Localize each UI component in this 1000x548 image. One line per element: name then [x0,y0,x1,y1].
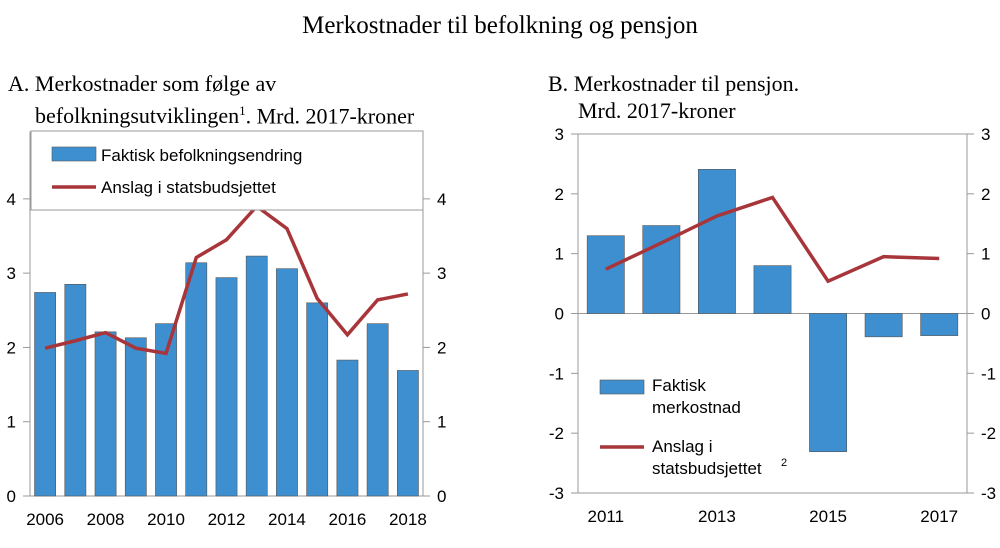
series-line [44,203,409,356]
y-tick-label-right: 3 [981,125,990,144]
bar [215,277,238,497]
bar [920,313,959,336]
bar [809,313,847,453]
x-tick-label: 2013 [698,507,736,526]
y-tick-label-left: -3 [549,484,564,503]
y-tick-label-left: 2 [555,185,564,204]
bar [366,323,389,497]
legend-label: Faktisk befolkningsendring [101,146,302,165]
y-tick-label-left: 0 [555,305,564,324]
x-tick-label: 2012 [208,510,246,529]
y-tick-label-left: 1 [555,245,564,264]
bar [586,235,625,314]
bar [64,283,87,497]
bar [245,255,268,497]
legend-bar-swatch [51,146,97,162]
y-tick-label-right: 2 [437,338,446,357]
legend-box [30,130,424,211]
bar [276,268,298,497]
panel-a-title: A. Merkostnader som følge av befolknings… [8,71,415,129]
y-tick-label-right: 0 [981,305,990,324]
bar [642,225,681,314]
bar [34,292,56,497]
bar [306,302,329,497]
y-tick-label-left: 1 [7,413,16,432]
bar [753,265,792,314]
legend-label: Anslag i [652,437,712,456]
y-tick-label-right: -1 [981,364,996,383]
legend-bar-swatch [599,379,645,395]
y-tick-label-right: -3 [981,484,996,503]
bar [336,359,359,497]
x-tick-label: 2008 [87,510,125,529]
y-tick-label-right: 4 [437,190,446,209]
legend-footnote: 2 [781,457,787,469]
legend-label: merkostnad [652,398,741,417]
x-tick-label: 2017 [920,507,958,526]
bar [864,313,903,338]
y-tick-label-left: -1 [549,364,564,383]
y-tick-label-right: 0 [437,487,446,506]
legend-label: Anslag i statsbudsjettet [101,178,276,197]
y-tick-label-left: 4 [7,190,16,209]
y-tick-label-right: 3 [437,264,446,283]
bar [124,337,147,497]
bar [94,331,117,497]
x-tick-label: 2018 [389,510,427,529]
figure-title: Merkostnader til befolkning og pensjon [302,12,698,39]
legend-label: Faktisk [652,376,706,395]
y-tick-label-right: 2 [981,185,990,204]
y-tick-label-right: -2 [981,424,996,443]
y-tick-label-right: 1 [437,413,446,432]
x-tick-label: 2010 [147,510,185,529]
bar [397,370,419,497]
legend-label: statsbudsjettet [652,459,762,478]
y-tick-label-right: 1 [981,245,990,264]
panel-b-title: B. Merkostnader til pensjon. Mrd. 2017-k… [548,71,800,123]
y-tick-label-left: 3 [7,264,16,283]
x-tick-label: 2011 [588,507,625,526]
x-tick-label: 2014 [268,510,306,529]
x-tick-label: 2016 [329,510,367,529]
y-tick-label-left: 2 [7,338,16,357]
y-tick-label-left: 0 [7,487,16,506]
x-tick-label: 2015 [809,507,847,526]
y-tick-label-left: 3 [555,125,564,144]
y-tick-label-left: -2 [549,424,564,443]
bar [698,169,736,314]
x-tick-label: 2006 [26,510,64,529]
bar [185,262,208,497]
series-line [605,195,940,284]
bar [155,323,177,497]
